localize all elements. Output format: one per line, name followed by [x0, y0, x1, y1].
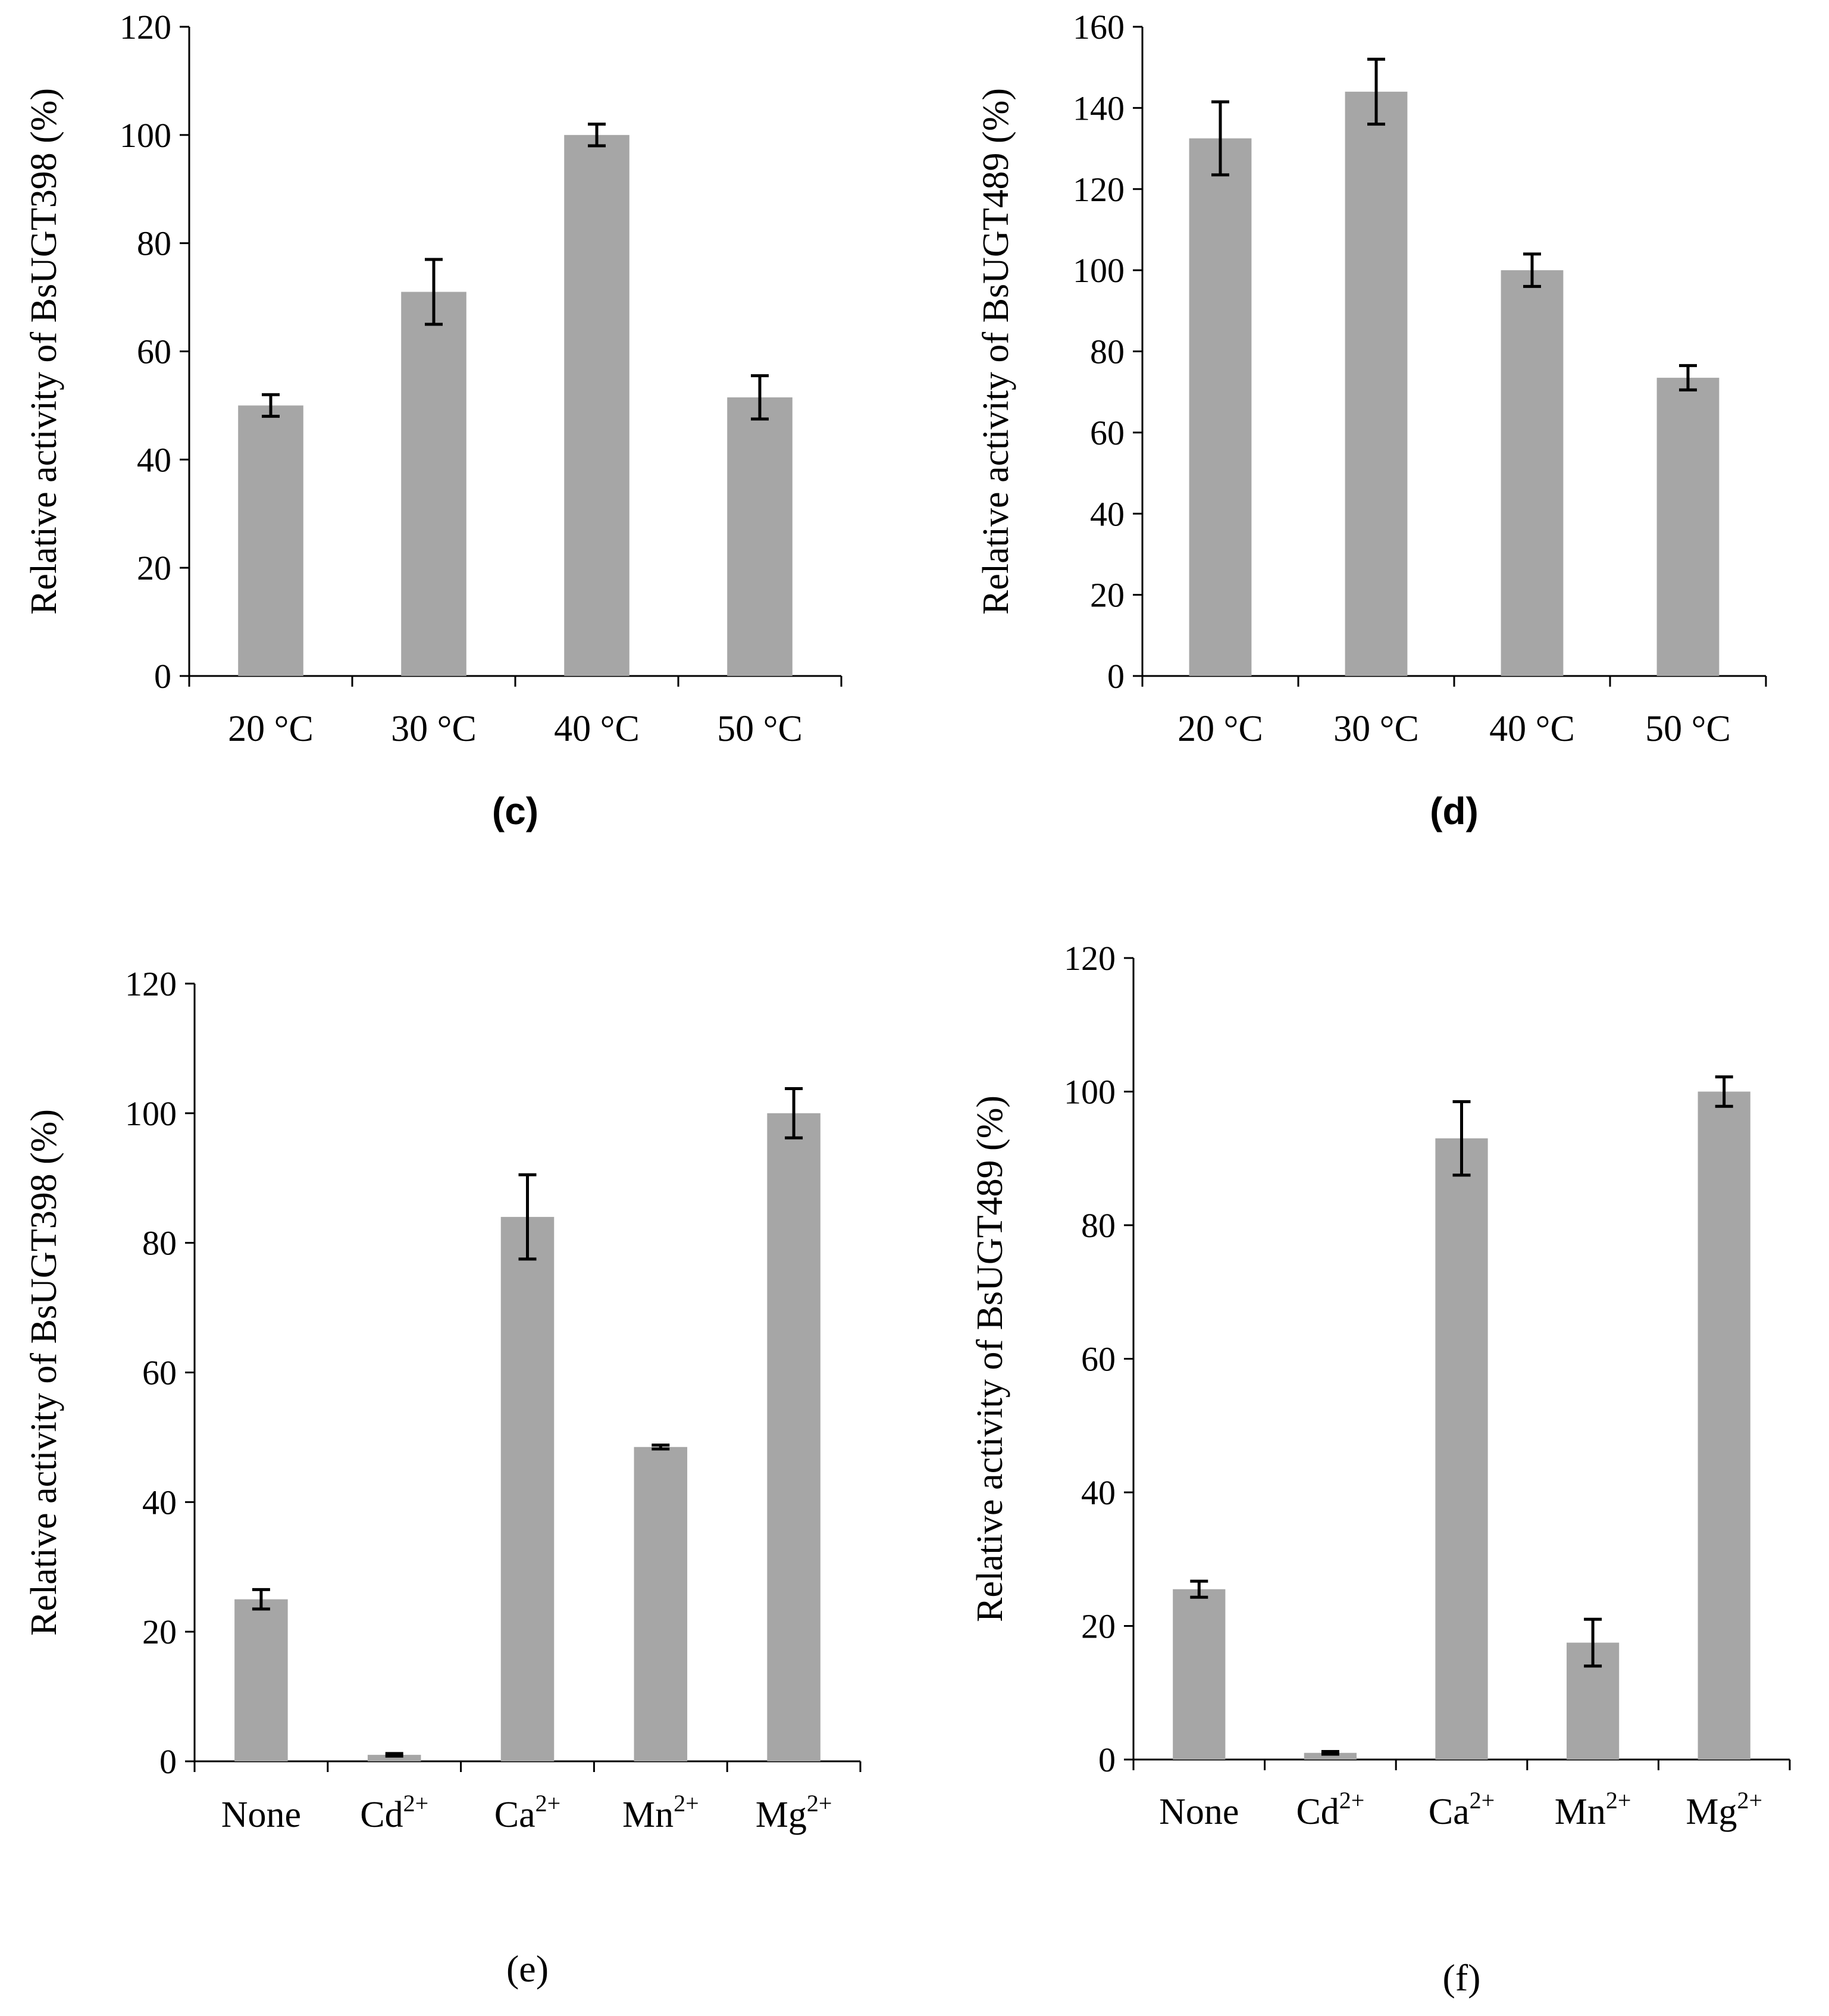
y-tick-label: 100 — [1073, 251, 1125, 290]
x-category-label: 20 °C — [228, 709, 314, 749]
x-category-label: 30 °C — [391, 709, 477, 749]
y-tick-label: 40 — [1090, 494, 1125, 533]
x-category-label: 50 °C — [1645, 709, 1731, 749]
y-tick-label: 80 — [137, 224, 171, 263]
error-bar — [425, 258, 443, 326]
y-tick-label: 20 — [1081, 1607, 1116, 1646]
y-tick-label: 40 — [137, 440, 171, 479]
y-tick-label: 40 — [1081, 1473, 1116, 1512]
bar — [1698, 1091, 1750, 1760]
y-axis-title: Relative activity of BsUGT398 (%) — [24, 88, 64, 615]
error-bar — [588, 123, 606, 148]
chart-panel-e: 0 20 40 60 80 100 120 None Cd2+ Ca2+ Mn2+ Mg2+ Relat… — [24, 965, 862, 1990]
error-bar — [1452, 1100, 1471, 1177]
y-tick-label: 140 — [1073, 89, 1125, 127]
bar — [767, 1113, 820, 1761]
bar — [634, 1447, 688, 1761]
y-axis-title: Relative activity of BsUGT398 (%) — [24, 1109, 64, 1636]
y-tick-label: 60 — [142, 1354, 177, 1392]
error-bar — [1679, 364, 1697, 392]
y-tick-label: 0 — [1107, 657, 1125, 696]
y-tick-label: 20 — [137, 549, 171, 587]
x-category-label: 20 °C — [1177, 709, 1263, 749]
error-bar — [1584, 1617, 1602, 1668]
y-tick-label: 80 — [1081, 1206, 1116, 1245]
bar — [1501, 270, 1564, 676]
x-category-label: Mn2+ — [622, 1790, 699, 1835]
y-axis-title: Relative activity of BsUGT489 (%) — [976, 88, 1016, 615]
y-tick-label: 0 — [1098, 1740, 1116, 1779]
bar — [238, 405, 303, 676]
x-category-label: 30 °C — [1333, 709, 1419, 749]
y-tick-label: 20 — [142, 1613, 177, 1651]
error-bar — [785, 1087, 803, 1140]
bar — [500, 1217, 555, 1761]
y-tick-label: 80 — [1090, 333, 1125, 371]
x-category-label: Mg2+ — [756, 1790, 832, 1835]
bar — [1304, 1752, 1357, 1760]
y-tick-label: 120 — [125, 965, 177, 1003]
error-bar — [751, 374, 769, 421]
y-tick-label: 100 — [1064, 1073, 1116, 1112]
panel-label: (d) — [1430, 790, 1479, 832]
bar — [1189, 138, 1252, 676]
x-category-label: Mn2+ — [1555, 1787, 1631, 1832]
x-category-label: 40 °C — [554, 709, 640, 749]
x-category-label: Mg2+ — [1686, 1787, 1762, 1832]
y-tick-label: 80 — [142, 1224, 177, 1263]
bar — [1173, 1589, 1226, 1760]
panel-label: (f) — [1443, 1956, 1481, 1999]
error-bar — [385, 1752, 403, 1758]
error-bar — [1190, 1579, 1208, 1599]
panel-label: (e) — [506, 1948, 549, 1990]
y-tick-label: 60 — [1090, 414, 1125, 452]
y-tick-label: 20 — [1090, 576, 1125, 615]
y-tick-label: 60 — [1081, 1340, 1116, 1379]
bar — [1435, 1138, 1488, 1760]
bar — [564, 134, 629, 677]
x-category-label: None — [221, 1795, 301, 1835]
error-bar — [1211, 100, 1229, 177]
bar — [727, 397, 793, 676]
y-tick-label: 60 — [137, 333, 171, 371]
error-bar — [1715, 1075, 1733, 1108]
y-tick-label: 120 — [120, 8, 171, 46]
x-category-label: 40 °C — [1489, 709, 1575, 749]
y-tick-label: 40 — [142, 1483, 177, 1522]
error-bar — [252, 1588, 270, 1611]
x-category-label: Ca2+ — [1429, 1787, 1495, 1832]
x-category-label: Ca2+ — [494, 1790, 560, 1835]
chart-panel-d: 0 20 40 60 80 100 120 140 160 20 °C 30 °C 40 °C 50 °… — [976, 8, 1767, 832]
bar — [1656, 377, 1720, 676]
chart-panel-f: 0 20 40 60 80 100 120 None Cd2+ Ca2+ Mn2+ Mg2+ Relat… — [970, 939, 1791, 1999]
x-category-label: Cd2+ — [1296, 1787, 1364, 1832]
chart-panel-c: 0 20 40 60 80 100 120 20 °C 30 °C 40 °C 50 °C Relat… — [24, 8, 843, 832]
x-category-label: None — [1159, 1792, 1239, 1832]
panel-label: (c) — [492, 790, 538, 832]
y-tick-label: 160 — [1073, 8, 1125, 46]
y-axis-title: Relative activity of BsUGT489 (%) — [970, 1095, 1010, 1622]
bar — [1345, 92, 1408, 677]
error-bar — [652, 1443, 670, 1451]
bar — [367, 1755, 421, 1761]
y-tick-label: 100 — [120, 116, 171, 155]
error-bar — [1523, 252, 1541, 288]
y-tick-label: 0 — [154, 657, 171, 696]
y-tick-label: 120 — [1073, 170, 1125, 209]
bar — [401, 292, 466, 676]
x-category-label: Cd2+ — [360, 1790, 428, 1835]
y-tick-label: 100 — [125, 1094, 177, 1133]
bar — [234, 1599, 288, 1761]
y-tick-label: 0 — [159, 1742, 177, 1781]
y-tick-label: 120 — [1064, 939, 1116, 978]
error-bar — [1367, 58, 1385, 126]
x-category-label: 50 °C — [717, 709, 803, 749]
error-bar — [262, 393, 280, 418]
error-bar — [518, 1173, 537, 1261]
error-bar — [1321, 1750, 1339, 1756]
